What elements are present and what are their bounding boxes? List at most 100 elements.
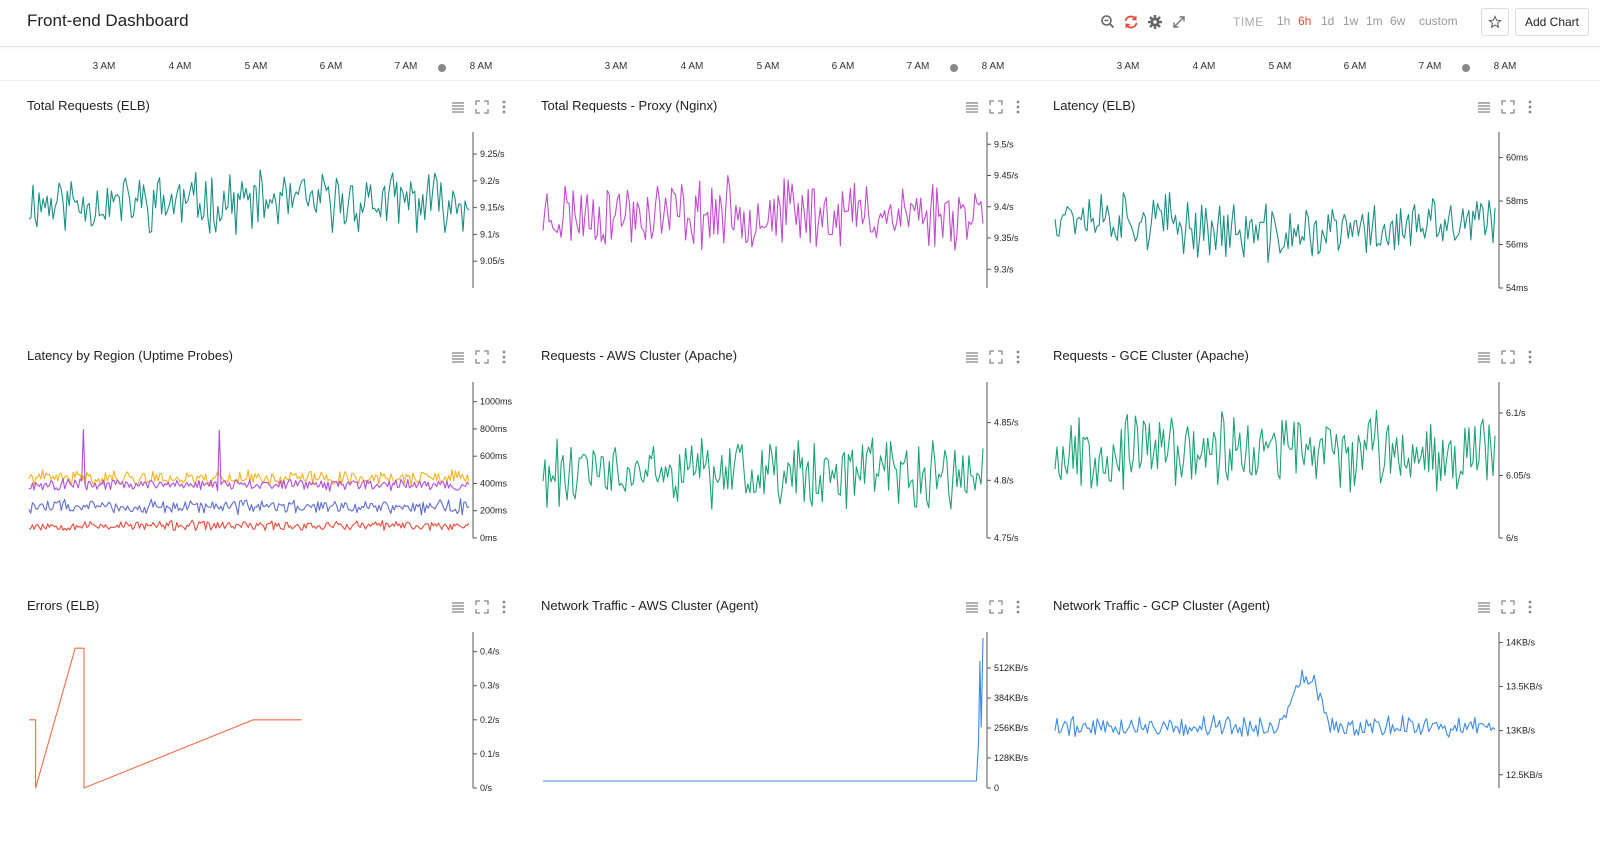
y-tick-label: 0/s xyxy=(480,783,493,793)
line-chart[interactable]: 14KB/s 13.5KB/s 13KB/s 12.5KB/s xyxy=(1053,624,1553,799)
y-tick-label: 9.5/s xyxy=(994,139,1014,149)
expand-icon[interactable] xyxy=(1169,12,1189,32)
timeline-tick: 5 AM xyxy=(244,61,268,72)
range-1m[interactable]: 1m xyxy=(1366,14,1383,28)
range-1w[interactable]: 1w xyxy=(1343,14,1359,28)
more-options-icon[interactable] xyxy=(497,350,511,364)
timeline-tick: 7 AM xyxy=(906,61,930,72)
timeline-tick: 3 AM xyxy=(92,61,116,72)
y-tick-label: 60ms xyxy=(1506,153,1529,163)
line-chart[interactable]: 0.4/s 0.3/s 0.2/s 0.1/s 0/s xyxy=(27,624,527,799)
timeline-tick: 3 AM xyxy=(604,61,628,72)
chart-title[interactable]: Network Traffic - GCP Cluster (Agent) xyxy=(1053,598,1270,613)
timeline-tick: 4 AM xyxy=(1192,61,1216,72)
chart-panel: Latency by Region (Uptime Probes) 1000ms 8… xyxy=(27,348,527,588)
line-chart[interactable]: 60ms 58ms 56ms 54ms xyxy=(1053,124,1553,299)
fullscreen-icon[interactable] xyxy=(475,350,489,364)
more-options-icon[interactable] xyxy=(497,600,511,614)
line-chart[interactable]: 6.1/s 6.05/s 6/s xyxy=(1053,374,1553,549)
dashboard-title: Front-end Dashboard xyxy=(27,11,189,30)
chart-panel: Latency (ELB) 60ms 58ms 56ms 54ms xyxy=(1053,98,1553,338)
y-tick-label: 0.2/s xyxy=(480,715,500,725)
line-chart[interactable]: 9.25/s 9.2/s 9.15/s 9.1/s 9.05/s xyxy=(27,124,527,299)
legend-menu-icon[interactable] xyxy=(1477,100,1491,114)
y-tick-label: 800ms xyxy=(480,424,508,434)
line-chart[interactable]: 9.5/s 9.45/s 9.4/s 9.35/s 9.3/s xyxy=(541,124,1041,299)
chart-title[interactable]: Requests - GCE Cluster (Apache) xyxy=(1053,348,1249,363)
timeline-now-marker xyxy=(950,64,958,72)
fullscreen-icon[interactable] xyxy=(1501,600,1515,614)
legend-menu-icon[interactable] xyxy=(965,600,979,614)
y-tick-label: 6/s xyxy=(1506,533,1519,543)
legend-menu-icon[interactable] xyxy=(965,350,979,364)
more-options-icon[interactable] xyxy=(1011,350,1025,364)
legend-menu-icon[interactable] xyxy=(1477,600,1491,614)
chart-panel: Total Requests (ELB) 9.25/s 9.2/s 9.15/s 9.1… xyxy=(27,98,527,338)
y-tick-label: 9.2/s xyxy=(480,176,500,186)
range-1h[interactable]: 1h xyxy=(1277,14,1291,28)
top-bar: Front-end Dashboard TIME 1h 6h 1d 1w 1m … xyxy=(0,0,1600,47)
range-1d[interactable]: 1d xyxy=(1321,14,1335,28)
line-chart[interactable]: 1000ms 800ms 600ms 400ms 200ms 0ms xyxy=(27,374,527,549)
y-tick-label: 9.15/s xyxy=(480,203,505,213)
chart-title[interactable]: Total Requests (ELB) xyxy=(27,98,150,113)
timeline-tick: 6 AM xyxy=(319,61,343,72)
series-line xyxy=(1054,192,1496,264)
y-tick-label: 200ms xyxy=(480,506,508,516)
legend-menu-icon[interactable] xyxy=(965,100,979,114)
chart-title[interactable]: Requests - AWS Cluster (Apache) xyxy=(541,348,738,363)
y-tick-label: 6.05/s xyxy=(1506,471,1531,481)
y-tick-label: 0ms xyxy=(480,533,498,543)
legend-menu-icon[interactable] xyxy=(451,100,465,114)
fullscreen-icon[interactable] xyxy=(989,350,1003,364)
favorite-button[interactable] xyxy=(1481,8,1509,36)
fullscreen-icon[interactable] xyxy=(475,600,489,614)
fullscreen-icon[interactable] xyxy=(1501,100,1515,114)
chart-title[interactable]: Network Traffic - AWS Cluster (Agent) xyxy=(541,598,759,613)
range-6w[interactable]: 6w xyxy=(1390,14,1406,28)
chart-panel: Network Traffic - GCP Cluster (Agent) 14K… xyxy=(1053,598,1553,838)
timeline-col-3[interactable]: 3 AM 4 AM 5 AM 6 AM 7 AM 8 AM xyxy=(1024,48,1536,81)
zoom-out-icon[interactable] xyxy=(1098,12,1118,32)
legend-menu-icon[interactable] xyxy=(451,600,465,614)
chart-title[interactable]: Latency (ELB) xyxy=(1053,98,1136,113)
more-options-icon[interactable] xyxy=(1523,600,1537,614)
series-line xyxy=(543,637,984,782)
y-tick-label: 0.4/s xyxy=(480,647,500,657)
chart-title[interactable]: Errors (ELB) xyxy=(27,598,100,613)
series-line xyxy=(28,428,470,492)
fullscreen-icon[interactable] xyxy=(1501,350,1515,364)
y-tick-label: 384KB/s xyxy=(994,693,1029,703)
more-options-icon[interactable] xyxy=(1011,600,1025,614)
series-line xyxy=(28,498,470,516)
more-options-icon[interactable] xyxy=(1523,350,1537,364)
timeline-tick: 5 AM xyxy=(756,61,780,72)
refresh-icon[interactable] xyxy=(1121,12,1141,32)
more-options-icon[interactable] xyxy=(1011,100,1025,114)
y-tick-label: 9.05/s xyxy=(480,256,505,266)
line-chart[interactable]: 512KB/s 384KB/s 256KB/s 128KB/s 0 xyxy=(541,624,1041,799)
chart-title[interactable]: Total Requests - Proxy (Nginx) xyxy=(541,98,718,113)
fullscreen-icon[interactable] xyxy=(475,100,489,114)
fullscreen-icon[interactable] xyxy=(989,100,1003,114)
add-chart-button[interactable]: Add Chart xyxy=(1515,8,1589,36)
more-options-icon[interactable] xyxy=(1523,100,1537,114)
gear-icon[interactable] xyxy=(1145,12,1165,32)
chart-title[interactable]: Latency by Region (Uptime Probes) xyxy=(27,348,233,363)
timeline-col-1[interactable]: 3 AM 4 AM 5 AM 6 AM 7 AM 8 AM xyxy=(0,48,512,81)
chart-panel: Requests - GCE Cluster (Apache) 6.1/s 6.05… xyxy=(1053,348,1553,588)
legend-menu-icon[interactable] xyxy=(451,350,465,364)
y-tick-label: 600ms xyxy=(480,451,508,461)
y-tick-label: 9.45/s xyxy=(994,171,1019,181)
timeline-col-2[interactable]: 3 AM 4 AM 5 AM 6 AM 7 AM 8 AM xyxy=(512,48,1024,81)
fullscreen-icon[interactable] xyxy=(989,600,1003,614)
range-custom[interactable]: custom xyxy=(1419,14,1458,28)
chart-panel: Errors (ELB) 0.4/s 0.3/s 0.2/s 0.1/s 0/s xyxy=(27,598,527,838)
line-chart[interactable]: 4.85/s 4.8/s 4.75/s xyxy=(541,374,1041,549)
series-line xyxy=(542,437,984,510)
legend-menu-icon[interactable] xyxy=(1477,350,1491,364)
timeline-now-marker xyxy=(438,64,446,72)
star-icon xyxy=(1488,15,1502,29)
range-6h[interactable]: 6h xyxy=(1298,14,1312,28)
more-options-icon[interactable] xyxy=(497,100,511,114)
